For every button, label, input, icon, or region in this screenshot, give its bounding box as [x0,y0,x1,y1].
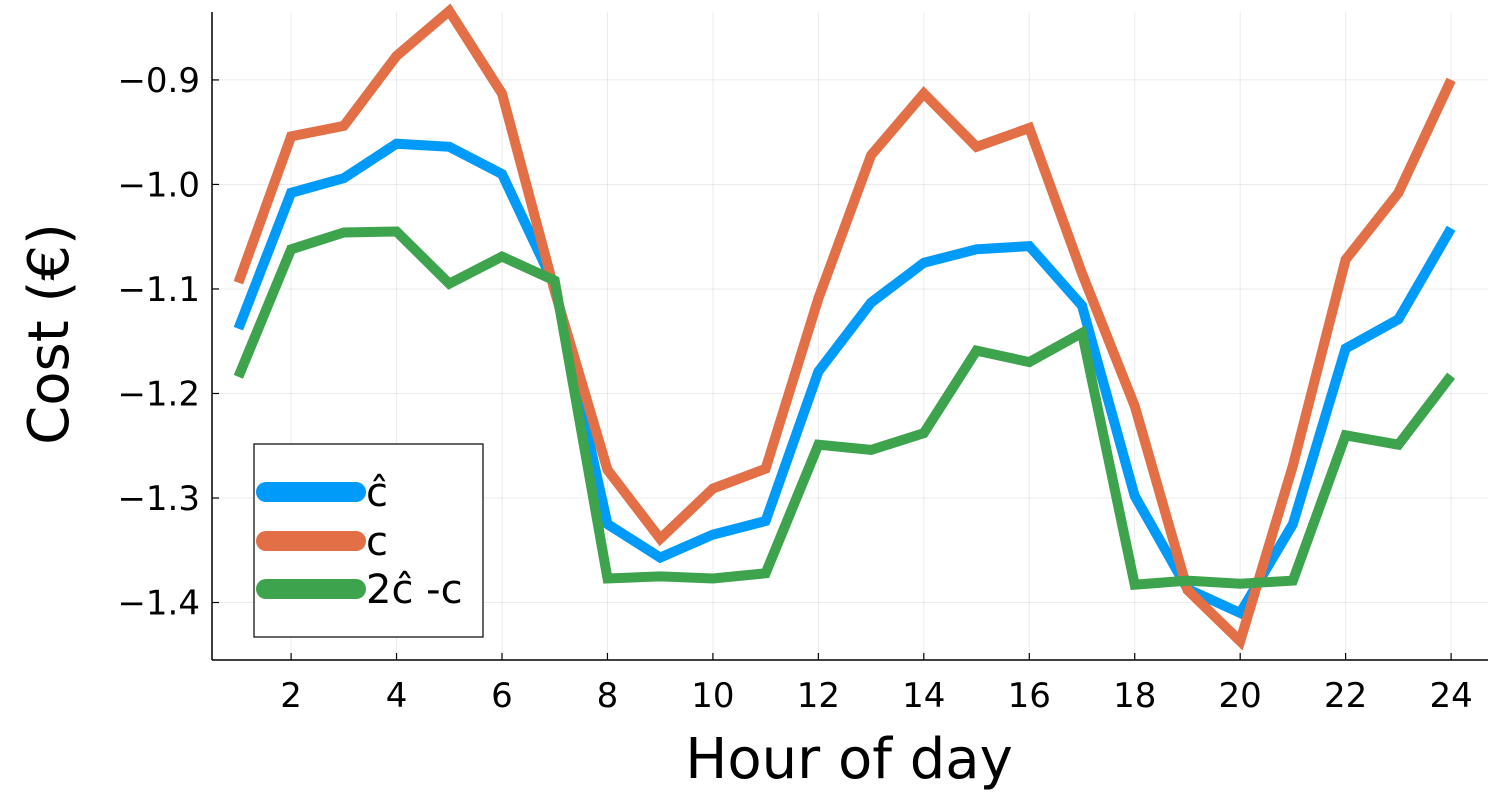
y-tick-label: −1.2 [117,374,200,414]
grid-lines [212,12,1488,660]
x-axis-title: Hour of day [685,727,1012,792]
x-tick-label: 16 [1008,676,1051,716]
legend-label: ĉ [366,470,388,516]
x-tick-label: 22 [1324,676,1367,716]
x-tick-label: 24 [1429,676,1472,716]
legend-label: 2ĉ -c [366,567,463,613]
series-line-3 [233,226,1456,591]
x-tick-label: 6 [491,676,513,716]
y-tick-label: −1.3 [117,479,200,519]
x-tick-label: 8 [597,676,619,716]
x-tick-label: 20 [1219,676,1262,716]
legend-item: c [256,519,388,565]
legend-item: 2ĉ -c [256,567,463,613]
axes [211,12,1488,661]
series-line-2 [233,3,1456,651]
legend-label: c [366,519,388,565]
x-axis-ticks: 2 4 6 8 10 12 14 16 18 20 22 24 [280,653,1473,716]
y-tick-label: −1.0 [117,165,200,205]
x-tick-label: 18 [1113,676,1156,716]
x-tick-label: 10 [691,676,734,716]
y-tick-label: −0.9 [117,61,200,101]
x-tick-label: 2 [280,676,302,716]
y-axis-title: Cost (€) [17,223,82,445]
x-tick-label: 14 [902,676,945,716]
x-tick-label: 12 [797,676,840,716]
series-lines [233,3,1456,651]
y-tick-label: −1.1 [117,270,200,310]
legend-box [253,443,484,638]
y-tick-label: −1.4 [117,584,200,624]
legend-item: ĉ [256,470,388,516]
y-axis-ticks: −1.4 −1.3 −1.2 −1.1 −1.0 −0.9 [117,61,219,624]
x-tick-label: 4 [386,676,408,716]
